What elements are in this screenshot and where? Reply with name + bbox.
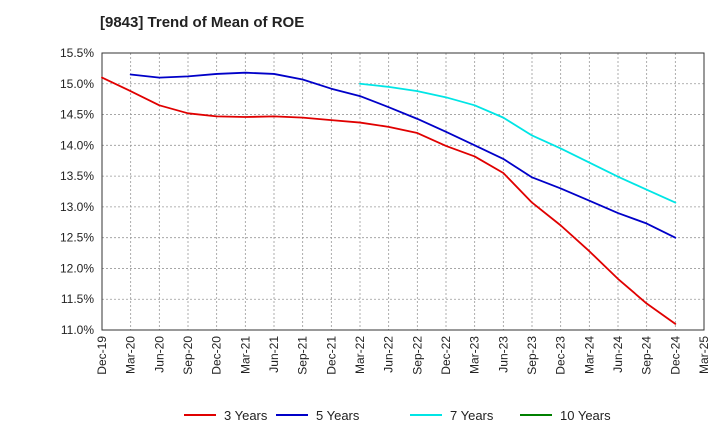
x-tick-label: Jun-21 — [267, 336, 281, 373]
x-tick-label: Sep-22 — [410, 336, 424, 375]
x-tick-label: Jun-23 — [496, 336, 510, 373]
x-tick-label: Mar-22 — [353, 336, 367, 374]
x-tick-label: Dec-19 — [95, 336, 109, 375]
x-tick-label: Mar-25 — [697, 336, 711, 374]
x-tick-label: Dec-22 — [439, 336, 453, 375]
x-tick-label: Dec-24 — [668, 336, 682, 375]
y-tick-label: 15.5% — [60, 46, 94, 60]
y-tick-label: 12.0% — [60, 261, 94, 275]
legend-label: 3 Years — [224, 408, 268, 423]
x-tick-label: Jun-20 — [152, 336, 166, 373]
x-tick-label: Jun-24 — [611, 336, 625, 373]
y-tick-label: 14.0% — [60, 138, 94, 152]
series-line-7-years — [359, 82, 677, 204]
x-tick-label: Sep-24 — [640, 336, 654, 375]
x-tick-label: Dec-20 — [210, 336, 224, 375]
legend-label: 10 Years — [560, 408, 611, 423]
x-tick-label: Dec-21 — [324, 336, 338, 375]
legend-label: 5 Years — [316, 408, 360, 423]
x-tick-label: Sep-21 — [296, 336, 310, 375]
y-tick-label: 12.5% — [60, 231, 94, 245]
legend-label: 7 Years — [450, 408, 494, 423]
series-line-3-years — [101, 76, 677, 325]
x-tick-label: Dec-23 — [554, 336, 568, 375]
y-tick-label: 11.5% — [61, 292, 94, 306]
plot-area-frame — [101, 52, 705, 331]
x-tick-label: Sep-23 — [525, 336, 539, 375]
y-tick-label: 13.0% — [60, 200, 94, 214]
x-tick-label: Sep-20 — [181, 336, 195, 375]
x-tick-label: Mar-20 — [124, 336, 138, 374]
y-tick-label: 15.0% — [60, 77, 94, 91]
chart-title: [9843] Trend of Mean of ROE — [100, 14, 305, 31]
x-tick-label: Mar-24 — [582, 336, 596, 374]
x-tick-label: Mar-21 — [238, 336, 252, 374]
y-tick-label: 13.5% — [60, 169, 94, 183]
series-line-5-years — [129, 71, 677, 239]
y-tick-label: 14.5% — [60, 108, 94, 122]
x-tick-label: Jun-22 — [382, 336, 396, 373]
y-tick-label: 11.0% — [61, 323, 94, 337]
x-tick-label: Mar-23 — [468, 336, 482, 374]
